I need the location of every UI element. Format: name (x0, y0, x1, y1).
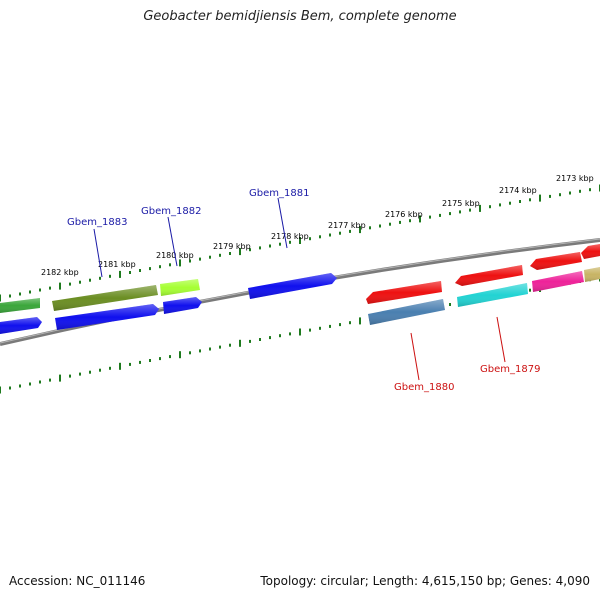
gene-feature-green[interactable] (0, 298, 40, 313)
gene-feature-gbem-1882[interactable] (160, 279, 200, 296)
gene-label-gbem-1881[interactable]: Gbem_1881 (249, 188, 309, 199)
leader-gbem-1880 (410, 332, 420, 381)
gene-feature-blue-left[interactable] (0, 317, 42, 334)
leader-gbem-1883 (93, 228, 103, 278)
gene-feature-red-4[interactable] (581, 244, 600, 259)
gene-feature-blue-small[interactable] (163, 297, 202, 314)
page-title: Geobacter bemidjiensis Bem, complete gen… (143, 9, 457, 24)
gene-label-gbem-1882[interactable]: Gbem_1882 (141, 206, 201, 217)
tick-label-2174: 2174 kbp (499, 186, 537, 195)
tick-label-2176: 2176 kbp (385, 210, 423, 219)
gene-feature-gbem-1881[interactable] (248, 273, 337, 299)
leader-gbem-1882 (167, 216, 178, 267)
gene-feature-red-3[interactable] (530, 252, 582, 270)
gene-label-gbem-1880[interactable]: Gbem_1880 (394, 382, 454, 393)
genome-summary-text: Topology: circular; Length: 4,615,150 bp… (260, 574, 590, 588)
forward-strand-inner-row (0, 267, 600, 334)
leader-gbem-1881 (277, 197, 288, 249)
tick-label-2181: 2181 kbp (98, 260, 136, 269)
gene-feature-khaki[interactable] (584, 267, 600, 282)
gene-feature-gbem-1880[interactable] (368, 299, 445, 325)
gene-feature-pink[interactable] (532, 271, 584, 292)
tick-label-2175: 2175 kbp (442, 199, 480, 208)
gene-feature-gbem-1883[interactable] (55, 304, 159, 330)
gene-feature-red-1[interactable] (366, 281, 442, 304)
tick-label-2173: 2173 kbp (556, 174, 594, 183)
gene-feature-gbem-1879[interactable] (457, 283, 528, 307)
gene-labels: Gbem_1883 Gbem_1882 Gbem_1881 Gbem_1880 … (67, 188, 540, 393)
tick-label-2177: 2177 kbp (328, 221, 366, 230)
gene-label-gbem-1879[interactable]: Gbem_1879 (480, 364, 540, 375)
gene-label-gbem-1883[interactable]: Gbem_1883 (67, 217, 127, 228)
gene-feature-olive[interactable] (52, 285, 158, 311)
tick-label-2178: 2178 kbp (271, 232, 309, 241)
forward-strand-outer-row (0, 244, 600, 313)
outer-tick-track (0, 184, 600, 302)
leader-gbem-1879 (496, 316, 506, 363)
gene-label-leaders (93, 197, 506, 381)
tick-label-2179: 2179 kbp (213, 242, 251, 251)
accession-text: Accession: NC_011146 (9, 574, 146, 588)
gene-feature-red-2[interactable] (455, 265, 523, 286)
tick-label-2182: 2182 kbp (41, 268, 79, 277)
